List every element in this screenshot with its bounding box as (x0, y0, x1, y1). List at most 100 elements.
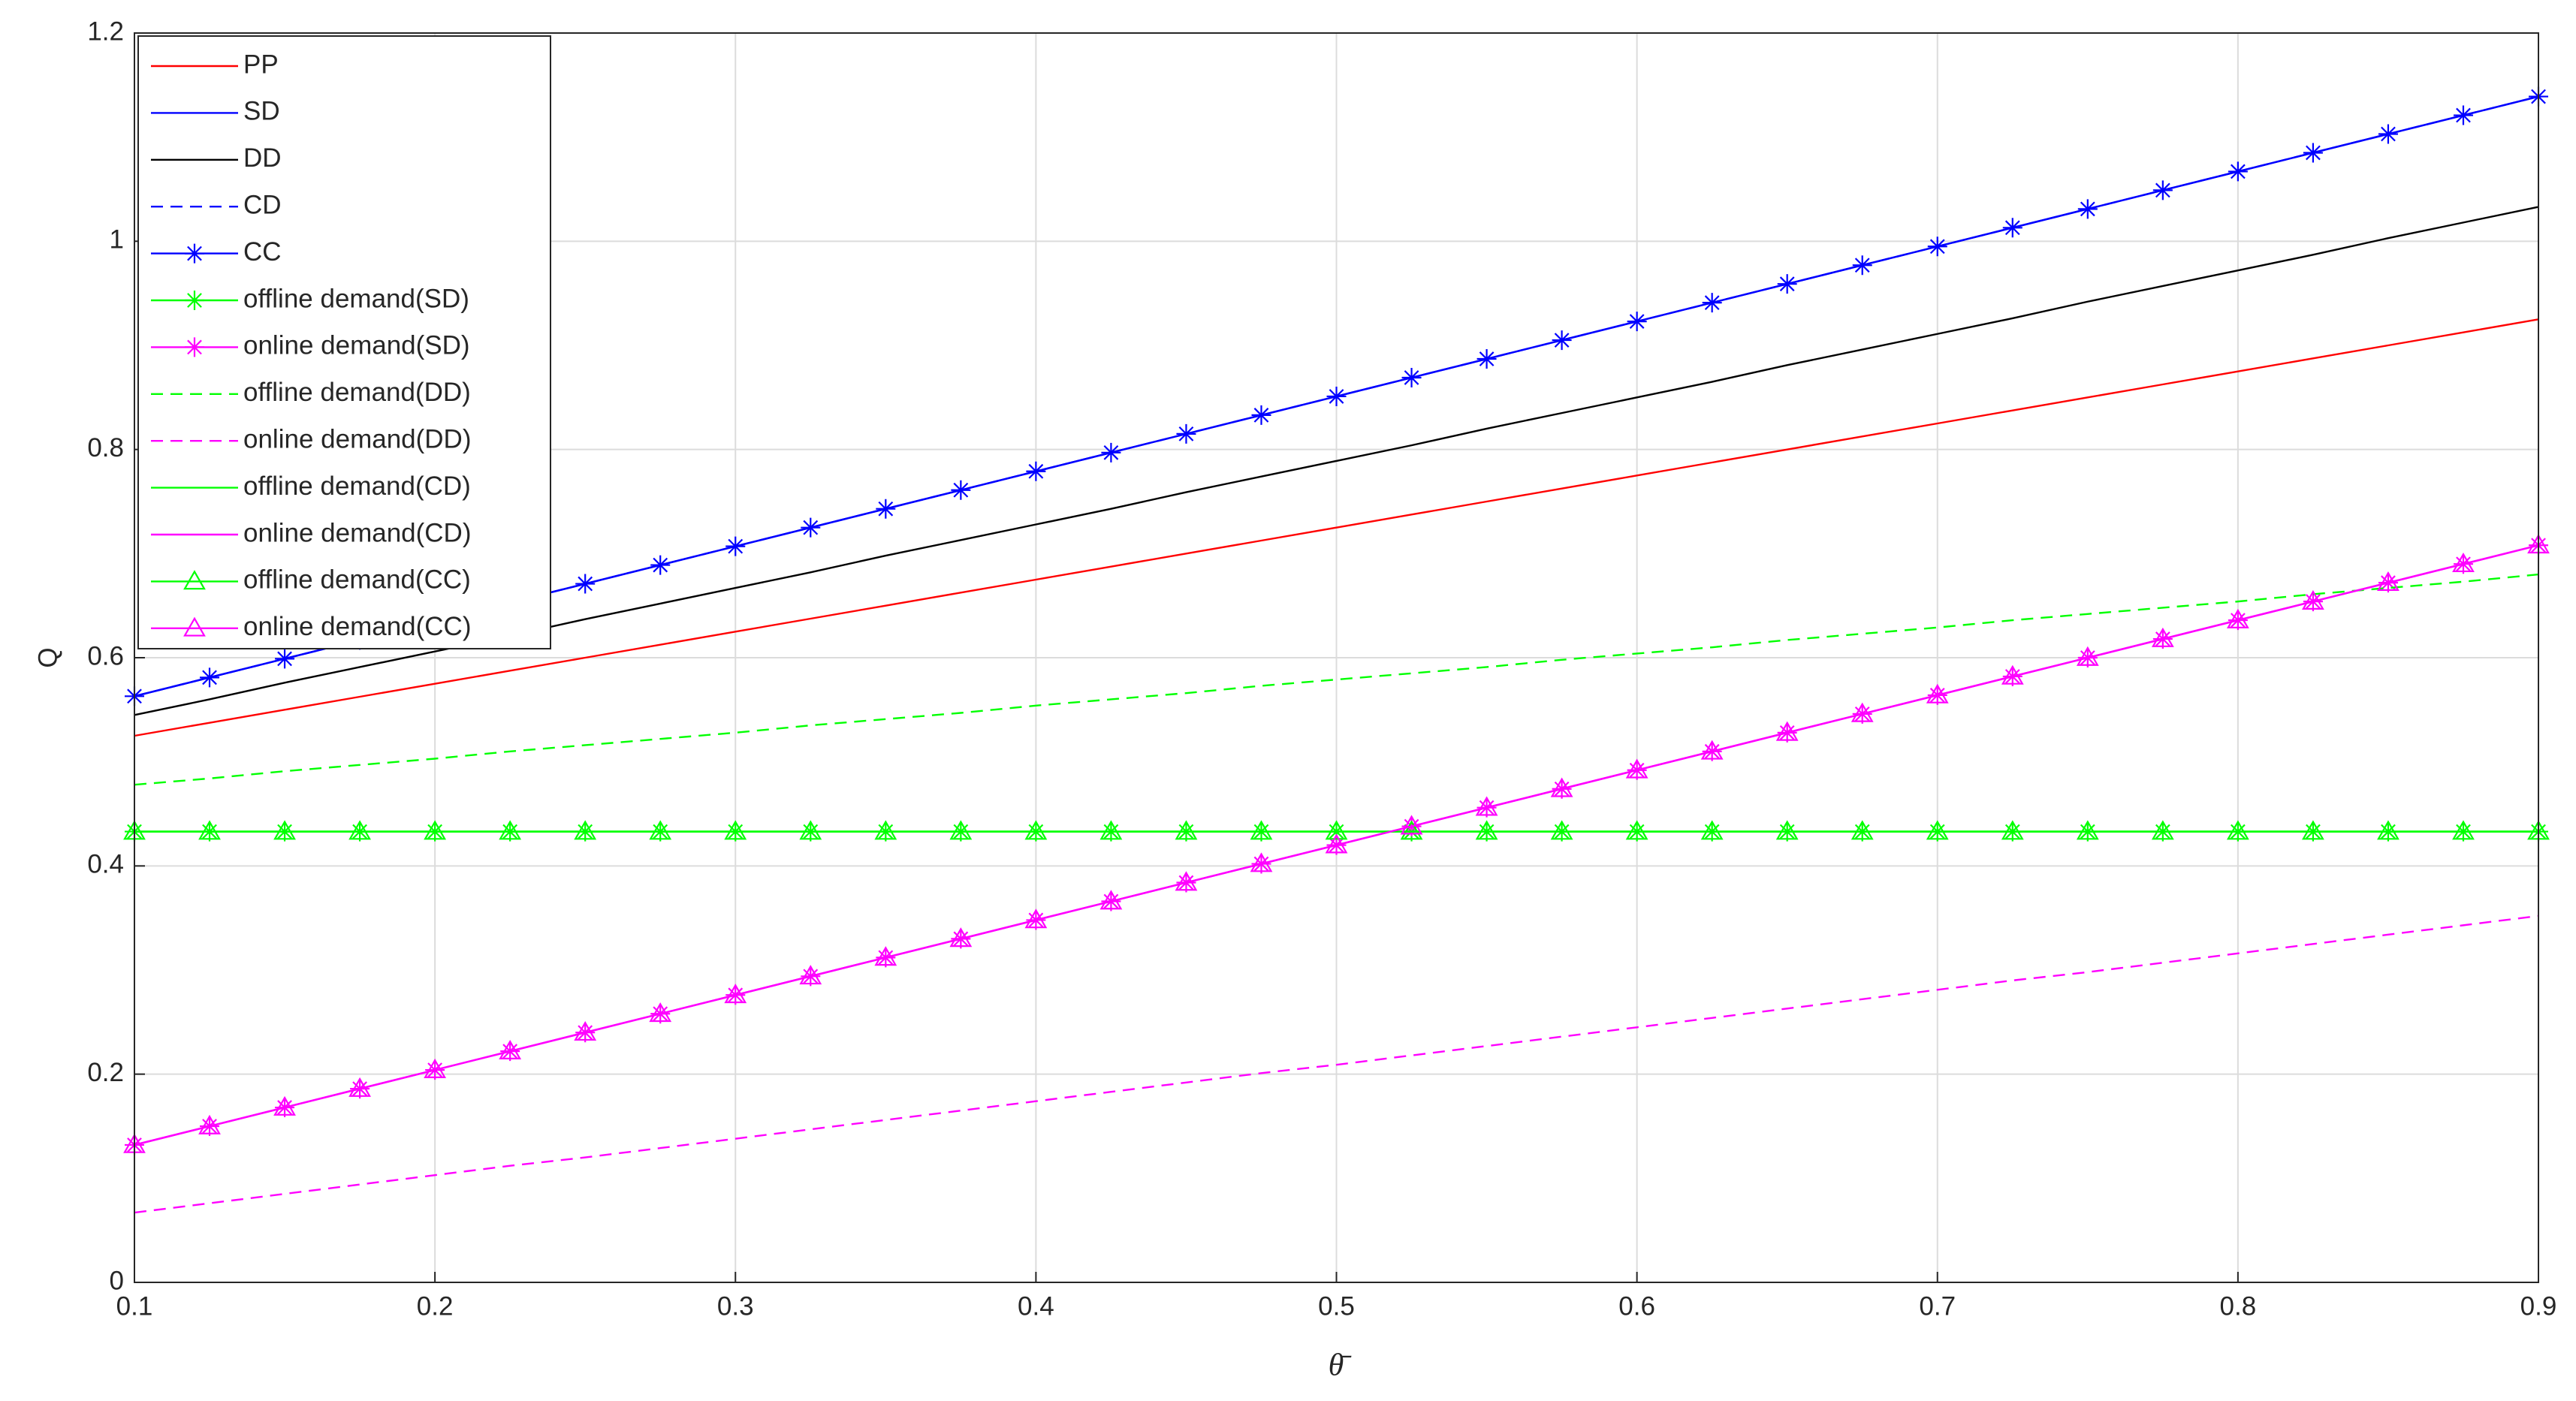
marker (1475, 820, 1498, 840)
y-tick-label: 1.2 (87, 17, 124, 46)
series-line (134, 914, 2539, 1214)
legend-marker (185, 291, 204, 310)
marker (348, 1077, 371, 1097)
y-tick-label: 1 (110, 225, 124, 255)
marker (2226, 820, 2249, 840)
x-tick-label: 0.5 (1318, 1291, 1355, 1321)
marker (2303, 143, 2323, 163)
x-tick-label: 0.7 (1919, 1291, 1956, 1321)
marker (1400, 820, 1423, 840)
marker (649, 820, 672, 840)
marker (1775, 721, 1799, 741)
x-tick-label: 0.3 (717, 1291, 754, 1321)
x-tick-label: 0.4 (1018, 1291, 1054, 1321)
y-tick-label: 0.8 (87, 433, 124, 462)
marker (1477, 349, 1497, 369)
marker (1026, 461, 1046, 481)
marker (2001, 820, 2024, 840)
plot-border (134, 32, 2539, 1283)
marker (1851, 820, 1874, 840)
legend-marker (185, 243, 204, 264)
marker (1550, 820, 1573, 840)
marker (1176, 423, 1196, 444)
marker (1250, 820, 1273, 840)
x-tick-label: 0.6 (1618, 1291, 1655, 1321)
marker (1325, 833, 1348, 854)
marker (876, 499, 896, 519)
marker (1251, 405, 1271, 425)
marker (1625, 820, 1648, 840)
marker (724, 984, 747, 1004)
marker (2001, 664, 2024, 685)
marker (1250, 852, 1273, 872)
legend-label: offline demand(CC) (243, 565, 471, 595)
marker (2377, 571, 2400, 592)
marker (1401, 367, 1422, 387)
marker (1325, 820, 1348, 840)
marker (650, 555, 671, 575)
marker (424, 1058, 447, 1078)
marker (649, 1002, 672, 1023)
marker (799, 965, 822, 985)
marker (1550, 777, 1573, 797)
marker (575, 574, 596, 594)
marker (2377, 820, 2400, 840)
series-line (134, 573, 2539, 786)
marker (2076, 820, 2099, 840)
y-tick-label: 0.6 (87, 641, 124, 670)
x-axis-label: θ̄ (1329, 1348, 1353, 1383)
marker (874, 820, 897, 840)
legend-label: CC (243, 237, 282, 267)
legend-marker (185, 337, 204, 357)
legend-box (137, 35, 551, 649)
marker (1024, 908, 1048, 929)
legend-label: DD (243, 143, 282, 173)
marker (2151, 820, 2174, 840)
marker (2152, 180, 2173, 200)
marker (801, 517, 821, 538)
legend-label: SD (243, 97, 280, 126)
series-line (134, 318, 2539, 737)
marker (499, 820, 522, 840)
marker (2226, 608, 2249, 628)
marker (799, 820, 822, 840)
marker (951, 480, 971, 500)
marker (198, 820, 221, 840)
marker (1702, 293, 1722, 313)
marker (2452, 820, 2475, 840)
marker (1552, 330, 1572, 351)
marker (424, 820, 447, 840)
marker (2452, 552, 2475, 573)
marker (1777, 274, 1797, 294)
marker (1326, 386, 1347, 406)
marker (1700, 740, 1724, 760)
marker (2302, 820, 2324, 840)
marker (1475, 796, 1498, 816)
legend-label: offline demand(DD) (243, 378, 471, 407)
marker (273, 1095, 296, 1116)
legend-marker (183, 616, 206, 637)
marker (1024, 820, 1048, 840)
marker (1851, 702, 1874, 722)
marker (949, 927, 973, 948)
marker (949, 820, 973, 840)
marker (574, 1020, 597, 1041)
marker (2077, 199, 2098, 219)
y-tick-label: 0.4 (87, 850, 124, 879)
marker (2002, 218, 2022, 238)
legend-label: CD (243, 190, 282, 219)
y-tick-label: 0 (110, 1266, 124, 1295)
marker (499, 1039, 522, 1060)
marker (1775, 820, 1799, 840)
legend-label: online demand(CD) (243, 518, 471, 547)
marker (2453, 105, 2473, 125)
legend-label: offline demand(SD) (243, 284, 469, 313)
marker (2302, 589, 2324, 610)
marker (2228, 161, 2248, 182)
marker (1099, 890, 1123, 910)
marker (273, 820, 296, 840)
marker (1927, 237, 1947, 257)
y-axis-label: Q (33, 647, 62, 667)
